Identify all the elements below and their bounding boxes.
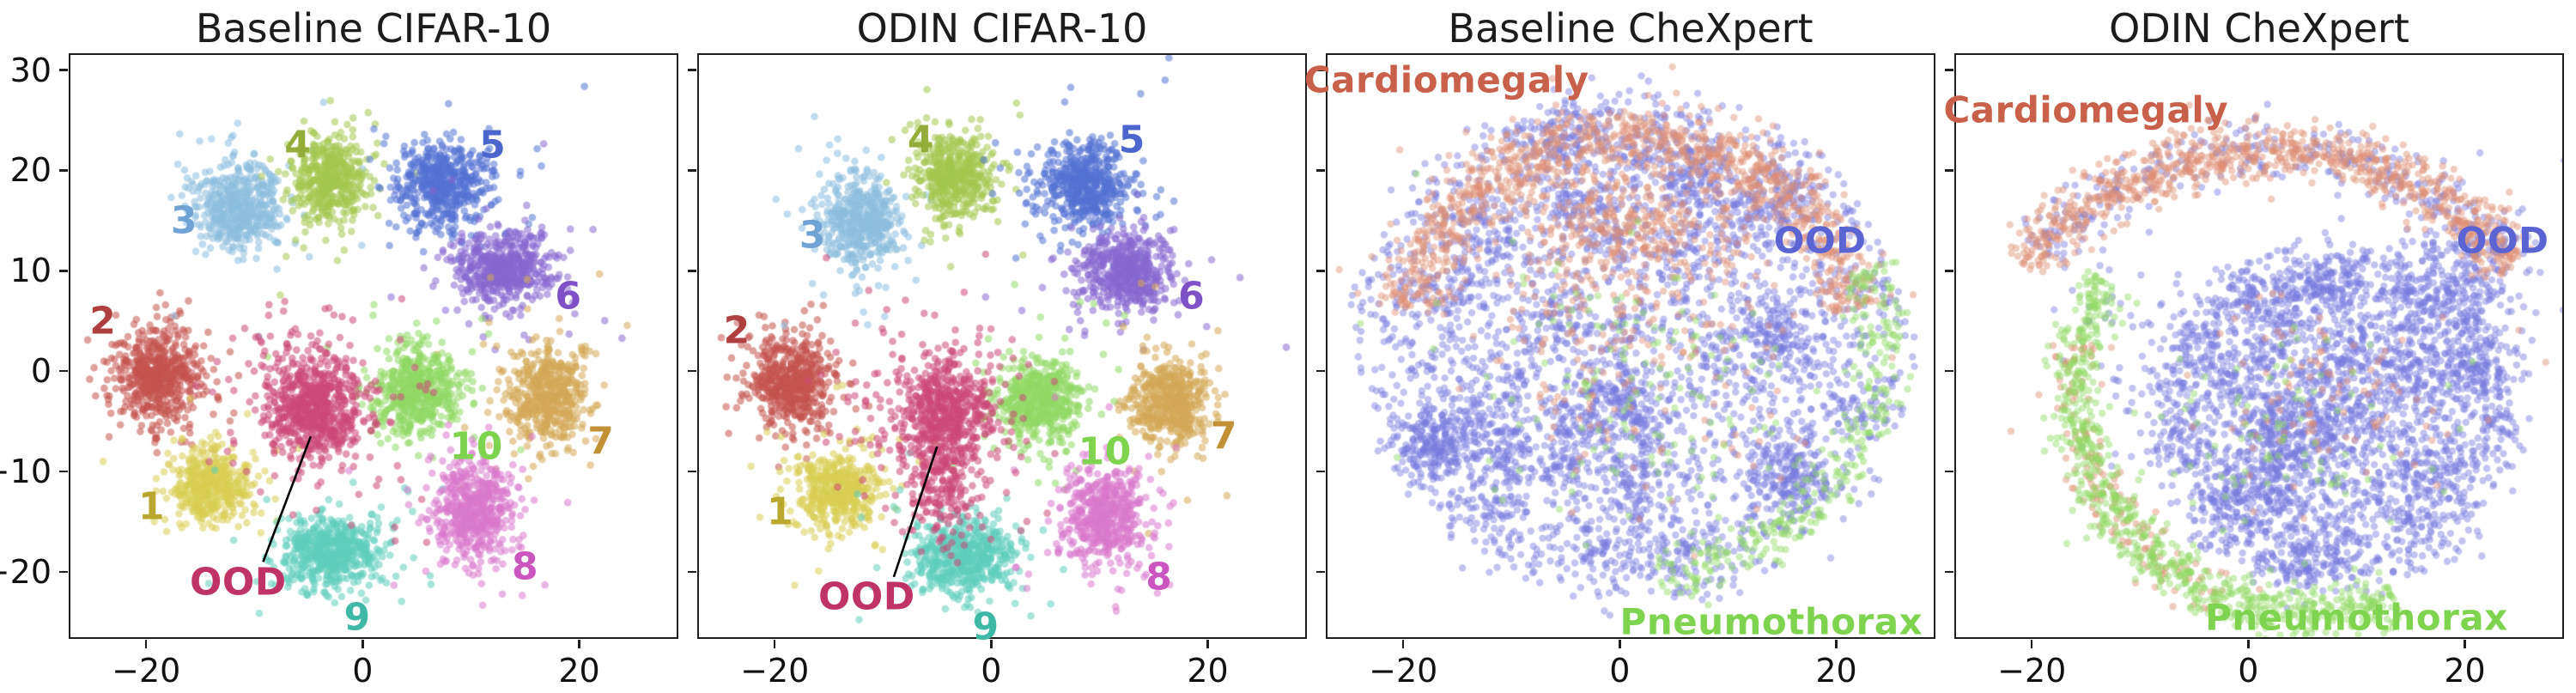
- y-tick-label: 30: [9, 51, 52, 89]
- x-tick-mark: [2031, 640, 2033, 648]
- panel-title: Baseline CheXpert: [1448, 5, 1814, 52]
- x-tick-mark: [1835, 640, 1838, 648]
- y-tick-mark: [688, 370, 696, 373]
- ood-label: OOD: [817, 574, 915, 619]
- cluster-label-6: 6: [555, 274, 582, 319]
- y-tick-label: 20: [9, 151, 52, 190]
- cluster-label-9: 9: [972, 605, 999, 649]
- scatter-canvas: [1327, 55, 1934, 637]
- y-tick-mark: [1945, 69, 1953, 71]
- x-tick-mark: [990, 640, 993, 648]
- cluster-label-2: 2: [723, 308, 750, 353]
- y-tick-mark: [59, 370, 68, 373]
- scatter-canvas: [70, 55, 677, 637]
- cluster-label-10: 10: [1078, 429, 1132, 474]
- panel-odin-chexpert: ODIN CheXpert −20 0 20 Cardiomegaly OOD Pneum…: [1943, 5, 2564, 690]
- cluster-label-7: 7: [587, 419, 615, 464]
- plot-area: −20 0 20 2 3 4 5 6 7 8 9 10 1 OOD: [688, 53, 1307, 690]
- y-tick-mark: [59, 270, 68, 272]
- panel-title: ODIN CheXpert: [2109, 5, 2409, 52]
- x-tick-mark: [145, 640, 148, 648]
- y-tick-mark: [1945, 169, 1953, 172]
- x-tick-label: 20: [2444, 652, 2486, 690]
- y-tick-mark: [1316, 370, 1325, 373]
- y-tick-mark: [688, 270, 696, 272]
- x-tick-label: 20: [1815, 652, 1857, 690]
- scatter-canvas: [1956, 55, 2562, 637]
- cluster-label-5: 5: [1118, 118, 1145, 162]
- x-tick-mark: [361, 640, 364, 648]
- y-tick-mark: [1316, 470, 1325, 473]
- cluster-label-6: 6: [1178, 274, 1206, 319]
- x-tick-mark: [774, 640, 776, 648]
- y-tick-mark: [688, 570, 696, 574]
- y-tick-label: −10: [0, 453, 52, 491]
- y-tick-mark: [1945, 270, 1953, 272]
- y-tick-mark: [59, 470, 68, 473]
- y-tick-mark: [1316, 570, 1325, 574]
- cluster-label-10: 10: [449, 424, 503, 469]
- cluster-label-8: 8: [511, 544, 539, 589]
- x-tick-label: 20: [1187, 652, 1229, 690]
- cluster-label-9: 9: [343, 595, 371, 640]
- class-label-ood: OOD: [2456, 219, 2549, 262]
- x-tick-mark: [1206, 640, 1209, 648]
- y-tick-mark: [1945, 370, 1953, 373]
- ood-label: OOD: [189, 560, 287, 605]
- y-tick-mark: [688, 69, 696, 71]
- y-tick-mark: [1316, 270, 1325, 272]
- cluster-label-8: 8: [1145, 555, 1173, 599]
- y-tick-mark: [59, 69, 68, 71]
- x-tick-label: 20: [558, 652, 600, 690]
- panel-baseline-cifar10: Baseline CIFAR-10 −20 0 20 30 20 10 0 −10 −20 2 3 4…: [0, 5, 678, 690]
- class-label-cardiomegaly: Cardiomegaly: [1943, 88, 2229, 131]
- y-tick-mark: [688, 470, 696, 473]
- cluster-label-3: 3: [799, 213, 826, 258]
- class-label-ood: OOD: [1773, 219, 1867, 262]
- cluster-label-1: 1: [766, 489, 794, 534]
- x-tick-mark: [1402, 640, 1405, 648]
- plot-area: −20 0 20 Cardiomegaly OOD Pneumothorax: [1943, 53, 2564, 690]
- y-tick-mark: [1316, 169, 1325, 172]
- class-label-pneumothorax: Pneumothorax: [1619, 600, 1923, 643]
- cluster-label-4: 4: [284, 123, 312, 167]
- cluster-label-7: 7: [1210, 414, 1237, 459]
- y-tick-mark: [1945, 570, 1953, 574]
- x-tick-label: −20: [112, 652, 181, 690]
- y-tick-label: −20: [0, 553, 52, 592]
- class-label-cardiomegaly: Cardiomegaly: [1303, 58, 1589, 101]
- x-tick-mark: [2464, 640, 2466, 648]
- x-tick-label: −20: [740, 652, 810, 690]
- x-tick-mark: [578, 640, 580, 648]
- plot-area: −20 0 20 Cardiomegaly OOD Pneumothorax: [1304, 53, 1935, 690]
- cluster-label-3: 3: [170, 198, 197, 243]
- y-tick-mark: [1945, 470, 1953, 473]
- x-tick-mark: [2247, 640, 2250, 648]
- cluster-label-4: 4: [907, 118, 934, 162]
- panel-title: ODIN CIFAR-10: [856, 5, 1148, 52]
- cluster-label-5: 5: [479, 123, 507, 167]
- x-tick-label: 0: [352, 652, 374, 690]
- class-label-pneumothorax: Pneumothorax: [2205, 596, 2508, 639]
- cluster-label-2: 2: [89, 299, 117, 343]
- x-tick-mark: [1619, 640, 1621, 648]
- y-tick-label: 0: [30, 352, 52, 391]
- plot-area: −20 0 20 30 20 10 0 −10 −20 2 3 4 5 6 7 8 9 10 1 OOD: [0, 52, 678, 690]
- y-tick-mark: [59, 169, 68, 172]
- y-tick-mark: [59, 570, 68, 574]
- x-tick-label: 0: [2238, 652, 2259, 690]
- cluster-label-1: 1: [137, 484, 166, 529]
- x-tick-label: −20: [1997, 652, 2067, 690]
- panel-baseline-chexpert: Baseline CheXpert −20 0 20 Cardiomegaly OOD P…: [1304, 5, 1935, 690]
- y-tick-mark: [688, 169, 696, 172]
- scatter-canvas: [699, 55, 1305, 637]
- x-tick-label: 0: [981, 652, 1002, 690]
- y-tick-mark: [1316, 69, 1325, 71]
- panel-title: Baseline CIFAR-10: [195, 5, 552, 52]
- x-tick-label: −20: [1369, 652, 1438, 690]
- panel-odin-cifar10: ODIN CIFAR-10 −20 0 20 2 3 4 5 6 7 8 9 10 1 OOD: [688, 5, 1307, 690]
- y-tick-label: 10: [9, 252, 52, 290]
- x-tick-label: 0: [1609, 652, 1631, 690]
